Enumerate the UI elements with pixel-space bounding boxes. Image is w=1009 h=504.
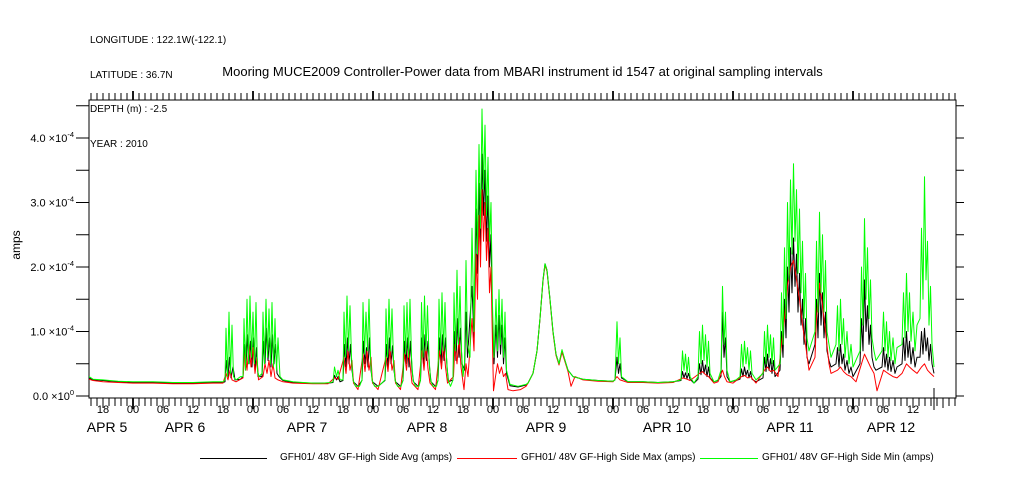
x-hour-label: 12 — [547, 404, 559, 416]
metadata-year: YEAR : 2010 — [90, 138, 148, 150]
x-hour-label: 06 — [157, 404, 169, 416]
plot-frame — [88, 99, 957, 399]
x-hour-label: 18 — [217, 404, 229, 416]
x-date-label: APR 9 — [526, 419, 567, 435]
y-tick-label: 1.0 ×10-4 — [30, 324, 74, 339]
y-tick-label: 0.0 ×100 — [33, 388, 74, 403]
legend-label-min: GFH01/ 48V GF-High Side Min (amps) — [762, 452, 934, 463]
x-hour-label: 06 — [517, 404, 529, 416]
y-tick-label: 4.0 ×10-4 — [30, 130, 74, 145]
metadata-longitude: LONGITUDE : 122.1W(-122.1) — [90, 35, 227, 46]
x-hour-label: 00 — [487, 404, 499, 416]
x-date-label: APR 8 — [407, 419, 448, 435]
x-hour-label: 12 — [307, 404, 319, 416]
x-hour-label: 00 — [847, 404, 859, 416]
x-hour-label: 06 — [757, 404, 769, 416]
x-hour-label: 06 — [397, 404, 409, 416]
x-date-label: APR 11 — [766, 419, 813, 435]
metadata-depth: DEPTH (m) : -2.5 — [90, 104, 168, 115]
series-max-path — [89, 189, 935, 392]
x-date-label: APR 12 — [867, 419, 915, 435]
x-date-label: APR 7 — [287, 419, 328, 435]
chart-title: Mooring MUCE2009 Controller-Power data f… — [222, 64, 823, 79]
x-hour-label: 18 — [577, 404, 589, 416]
x-date-label: APR 5 — [87, 419, 128, 435]
x-hour-label: 06 — [277, 404, 289, 416]
y-tick-label: 3.0 ×10-4 — [30, 195, 74, 210]
x-hour-label: 12 — [427, 404, 439, 416]
legend-swatch-max — [457, 458, 517, 459]
series-avg-path — [89, 153, 935, 388]
legend-label-max: GFH01/ 48V GF-High Side Max (amps) — [521, 452, 696, 463]
x-hour-label: 00 — [727, 404, 739, 416]
x-date-label: APR 10 — [643, 419, 691, 435]
x-date-label: APR 6 — [165, 419, 206, 435]
x-hour-label: 00 — [367, 404, 379, 416]
x-hour-label: 12 — [667, 404, 679, 416]
x-hour-label: 12 — [907, 404, 919, 416]
x-hour-label: 06 — [637, 404, 649, 416]
x-hour-label: 00 — [247, 404, 259, 416]
x-hour-label: 18 — [457, 404, 469, 416]
station-metadata-block: LONGITUDE : 122.1W(-122.1) LATITUDE : 36… — [90, 12, 226, 173]
x-hour-label: 00 — [607, 404, 619, 416]
legend-swatch-min — [700, 458, 758, 459]
y-tick-label: 2.0 ×10-4 — [30, 259, 74, 274]
x-hour-label: 12 — [187, 404, 199, 416]
x-hour-label: 00 — [127, 404, 139, 416]
x-hour-label: 18 — [697, 404, 709, 416]
metadata-latitude: LATITUDE : 36.7N — [90, 69, 173, 81]
series-min-path — [89, 108, 935, 387]
x-hour-label: 06 — [877, 404, 889, 416]
x-hour-label: 18 — [337, 404, 349, 416]
legend-swatch-avg — [200, 458, 267, 459]
legend-label-avg: GFH01/ 48V GF-High Side Avg (amps) — [280, 452, 453, 463]
x-hour-label: 12 — [787, 404, 799, 416]
x-hour-label: 18 — [97, 404, 109, 416]
x-hour-label: 18 — [817, 404, 829, 416]
